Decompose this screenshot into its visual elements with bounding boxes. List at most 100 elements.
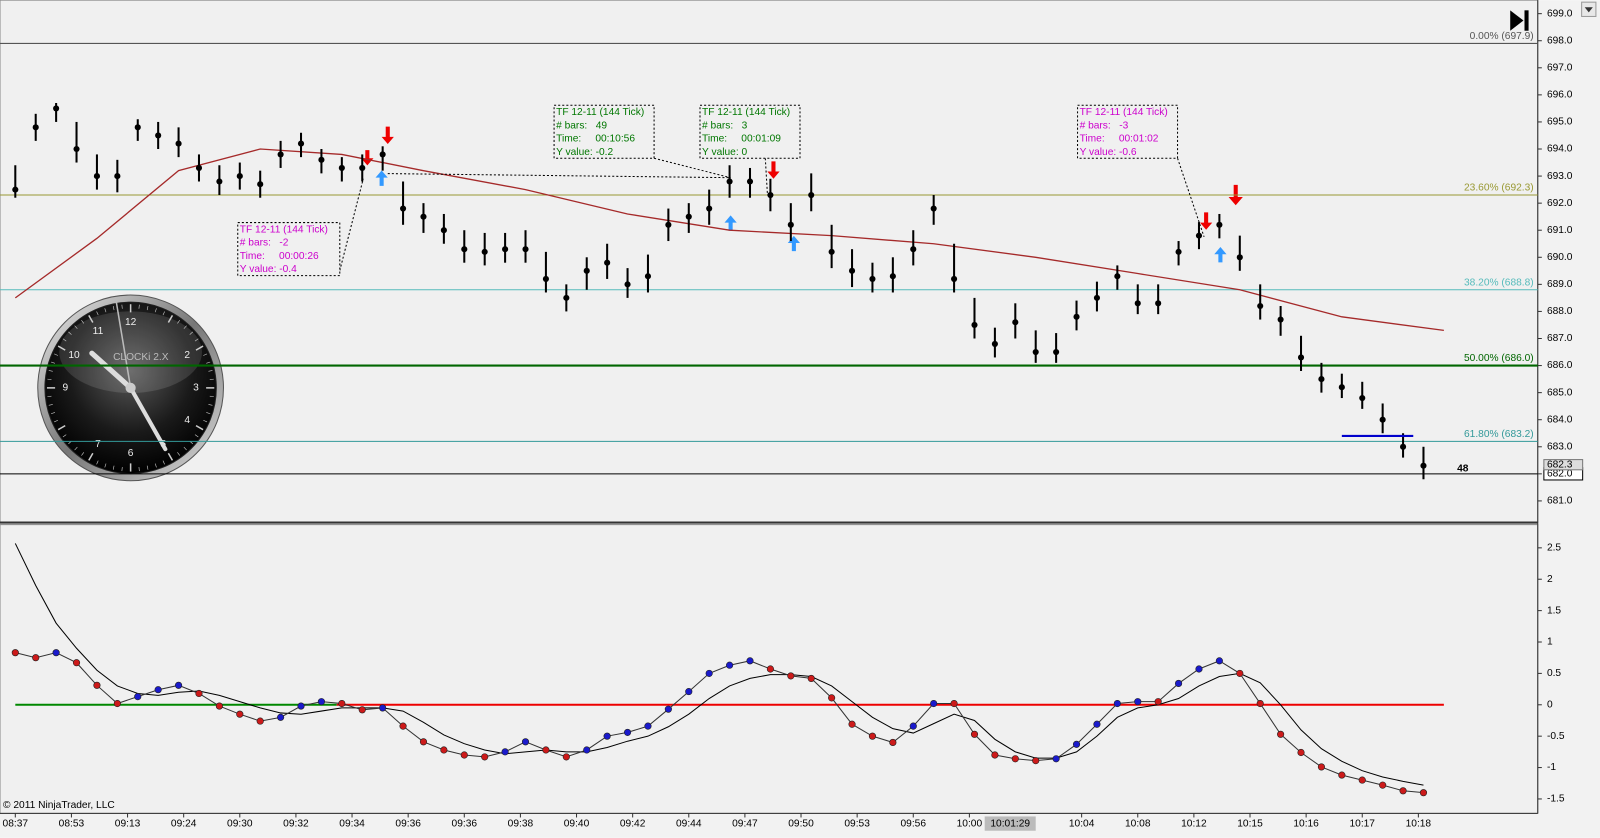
clock-tick <box>206 412 211 415</box>
x-tick-label: 09:32 <box>283 818 309 829</box>
last-price-label: 682.0 <box>1547 469 1573 480</box>
x-tick-label: 09:44 <box>676 818 702 829</box>
bar-close <box>257 181 264 188</box>
x-tick-label: 09:24 <box>171 818 197 829</box>
annotation-text: Y value: -0.4 <box>240 264 297 275</box>
bar-close <box>1032 348 1039 356</box>
oscillator-dot <box>11 649 19 657</box>
oscillator-line <box>15 652 1424 794</box>
x-tick-label: 10:15 <box>1237 818 1263 829</box>
bar-close <box>767 191 774 199</box>
bar-close <box>12 186 19 193</box>
clock-tick <box>68 331 72 335</box>
oscillator-dot <box>1297 748 1305 757</box>
oscillator-dot <box>623 728 632 736</box>
clock-tick <box>96 460 99 465</box>
x-tick-label: 10:04 <box>1069 818 1095 829</box>
fib-level-label: 61.80% (683.2) <box>1464 429 1534 440</box>
oscillator-dot <box>215 702 223 710</box>
bar-close <box>114 173 121 180</box>
y-tick-label: 2 <box>1547 574 1553 585</box>
bar-close <box>1155 300 1162 307</box>
oscillator-dot <box>787 672 795 680</box>
bar-close <box>1073 313 1080 320</box>
oscillator-dot <box>1195 665 1203 673</box>
oscillator-dot <box>1113 699 1121 708</box>
y-tick-label: 692.0 <box>1547 198 1573 209</box>
annotation-text: TF 12-11 (144 Tick) <box>702 107 790 118</box>
clock-tick <box>177 452 181 456</box>
y-tick-label: 690.0 <box>1547 252 1573 263</box>
oscillator-dot <box>419 738 428 746</box>
x-tick-label: 10:16 <box>1293 818 1319 829</box>
oscillator-dot <box>1093 720 1101 728</box>
clock-tick <box>167 452 174 461</box>
go-to-end[interactable] <box>1510 10 1529 31</box>
annotation-link <box>653 157 731 179</box>
clock-numeral: 2 <box>184 350 190 361</box>
y-tick-label: 697.0 <box>1547 62 1573 73</box>
clock-minute-hand <box>128 385 168 452</box>
bar-close <box>644 273 652 280</box>
oscillator-dot <box>236 710 244 718</box>
bar-close <box>808 191 815 199</box>
y-tick-label: 699.0 <box>1547 8 1573 19</box>
clock-tick <box>96 311 99 316</box>
oscillator-dot <box>72 659 81 667</box>
x-tick-label: 09:30 <box>227 818 253 829</box>
y-tick-label: 2.5 <box>1547 543 1561 554</box>
oscillator-dot <box>1317 763 1326 771</box>
oscillator-dot <box>991 751 999 759</box>
prev-price-label: 682.3 <box>1547 459 1573 470</box>
oscillator-dot <box>1419 789 1428 797</box>
annotation-box <box>699 104 801 159</box>
oscillator-dot <box>175 681 183 689</box>
oscillator-dot <box>848 720 856 728</box>
bar-close <box>563 294 570 301</box>
bar-close <box>951 275 958 283</box>
clock-tick <box>206 361 211 364</box>
annotation-text: # bars: -3 <box>1080 120 1129 131</box>
oscillator-dot <box>501 748 509 756</box>
bar-close <box>1114 273 1121 280</box>
x-tick-label: 10:08 <box>1125 818 1151 829</box>
bar-close <box>624 281 631 288</box>
clock-numeral: 6 <box>128 448 134 459</box>
clock-tick <box>208 370 213 372</box>
bar-close <box>1175 248 1182 255</box>
y-tick-label: -0.5 <box>1547 731 1565 742</box>
clock-tick <box>48 404 53 406</box>
bar-close <box>1359 394 1366 402</box>
bar-close <box>359 164 366 172</box>
bar-close <box>1338 384 1345 391</box>
y-tick-label: 0 <box>1547 699 1553 710</box>
y-tick-label: 685.0 <box>1547 387 1573 398</box>
bar-close <box>910 246 917 253</box>
oscillator-dot <box>685 688 693 696</box>
clock-tick <box>146 465 149 470</box>
copyright: © 2011 NinjaTrader, LLC <box>3 800 115 811</box>
oscillator-dot <box>1134 698 1142 706</box>
annotation-text: Time: 00:01:02 <box>1080 134 1159 145</box>
annotation-text: TF 12-11 (144 Tick) <box>556 107 644 118</box>
oscillator-dot <box>1256 699 1264 708</box>
bar-close <box>706 205 713 212</box>
clock-tick <box>54 353 59 356</box>
oscillator-dot <box>807 674 815 682</box>
annotation-link <box>387 173 731 179</box>
clock-tick <box>57 345 66 351</box>
annotation-text: # bars: -2 <box>240 238 289 249</box>
annotation-text: Time: 00:01:09 <box>702 134 781 145</box>
oscillator-dot <box>1338 771 1346 779</box>
price-panel <box>0 0 1539 524</box>
x-tick-label: 09:56 <box>901 818 927 829</box>
x-tick-label: 09:36 <box>395 818 421 829</box>
oscillator-dot <box>542 746 550 754</box>
bar-close <box>277 151 284 158</box>
clock-tick <box>88 315 94 323</box>
y-tick-label: 698.0 <box>1547 35 1573 46</box>
bar-close <box>1236 254 1243 261</box>
annotation-text: Y value: -0.6 <box>1080 147 1137 158</box>
clock-tick <box>50 412 56 415</box>
oscillator-dot <box>358 706 366 714</box>
